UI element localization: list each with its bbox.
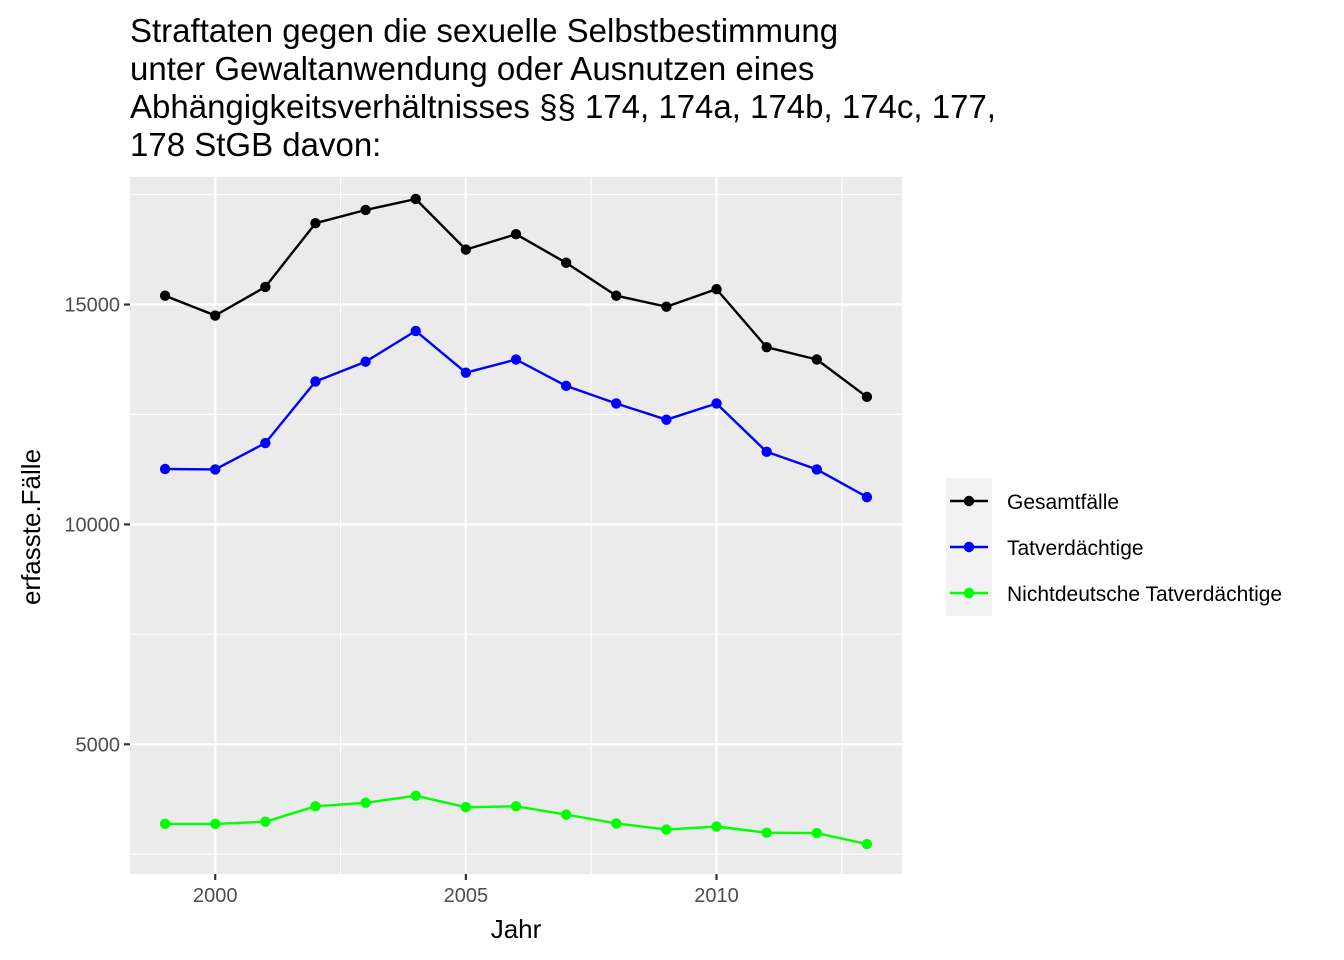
y-tick-label: 5000	[76, 734, 121, 756]
data-point	[210, 464, 221, 475]
data-point	[861, 838, 873, 850]
x-axis: 2000 2005 2010	[193, 874, 739, 907]
data-point	[611, 818, 622, 829]
data-point	[310, 217, 321, 229]
data-point	[761, 827, 772, 838]
x-axis-title: Jahr	[491, 914, 542, 944]
data-point	[510, 801, 522, 812]
legend-key-point	[963, 587, 975, 599]
data-point	[210, 818, 221, 830]
data-point	[260, 281, 271, 293]
data-point	[560, 257, 572, 268]
data-point	[310, 801, 321, 812]
chart-title: Straftaten gegen die sexuelle Selbstbest…	[130, 12, 996, 163]
data-point	[210, 310, 221, 321]
title-line-4: 178 StGB davon:	[130, 126, 381, 163]
y-tick-label: 10000	[64, 514, 120, 536]
x-tick-label: 2000	[193, 885, 238, 907]
data-point	[360, 356, 371, 367]
data-point	[410, 790, 421, 801]
data-point	[410, 193, 421, 205]
data-point	[460, 244, 472, 255]
data-point	[360, 797, 371, 808]
series-layer	[159, 193, 873, 850]
x-tick-label: 2005	[444, 885, 489, 907]
data-point	[661, 301, 672, 312]
data-point	[711, 283, 722, 295]
data-point	[159, 463, 171, 475]
legend-key-point	[963, 541, 975, 553]
data-point	[310, 376, 321, 387]
data-point	[460, 367, 472, 378]
data-point	[260, 437, 271, 449]
y-tick-label: 15000	[64, 295, 120, 317]
data-point	[711, 398, 722, 409]
data-point	[811, 827, 822, 839]
data-point	[761, 341, 772, 353]
legend-label: Tatverdächtige	[1007, 537, 1144, 560]
legend-label: Gesamtfälle	[1007, 491, 1119, 514]
data-point	[611, 290, 622, 301]
data-point	[510, 354, 522, 365]
data-point	[410, 325, 421, 337]
data-point	[661, 824, 672, 835]
legend-label: Nichtdeutsche Tatverdächtige	[1007, 583, 1282, 606]
data-point	[510, 228, 522, 240]
x-tick-label: 2010	[694, 885, 739, 907]
data-point	[159, 290, 171, 301]
data-point	[761, 446, 772, 458]
title-line-3: Abhängigkeitsverhältnisses §§ 174, 174a,…	[130, 88, 996, 125]
data-point	[811, 464, 822, 475]
data-point	[811, 354, 822, 365]
legend-key-point	[963, 495, 975, 507]
data-point	[661, 414, 672, 425]
y-axis-title: erfasste.Fälle	[16, 449, 46, 605]
y-axis: 5000 10000 15000	[64, 295, 130, 756]
title-line-2: unter Gewaltanwendung oder Ausnutzen ein…	[130, 50, 814, 87]
data-point	[560, 380, 572, 392]
data-point	[159, 818, 171, 830]
data-point	[861, 491, 873, 503]
title-line-1: Straftaten gegen die sexuelle Selbstbest…	[130, 12, 838, 49]
data-point	[360, 204, 371, 216]
data-point	[460, 801, 472, 813]
data-point	[560, 809, 572, 820]
data-point	[260, 816, 271, 827]
grid-major	[130, 177, 902, 874]
legend: Gesamtfälle Tatverdächtige Nichtdeutsche T…	[946, 478, 1282, 616]
data-point	[711, 821, 722, 832]
data-point	[611, 398, 622, 409]
data-point	[861, 391, 873, 403]
